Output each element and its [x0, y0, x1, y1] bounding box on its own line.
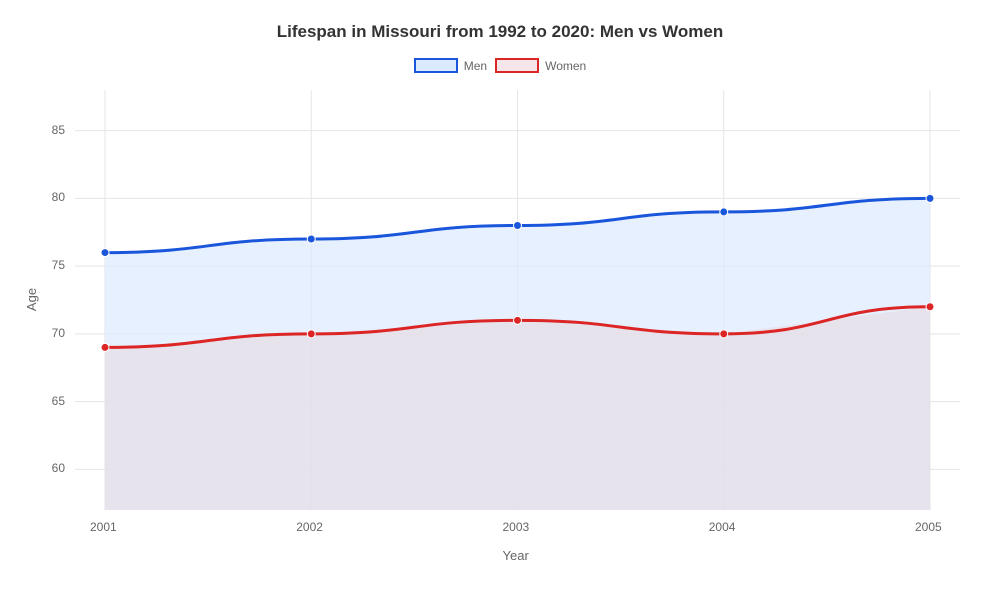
y-tick-label: 60: [52, 461, 65, 475]
x-tick-label: 2001: [90, 520, 117, 534]
legend-item-men: Men: [414, 58, 487, 73]
y-tick-label: 65: [52, 394, 65, 408]
legend-label-women: Women: [545, 59, 586, 73]
plot-svg: [75, 90, 960, 510]
y-tick-label: 70: [52, 326, 65, 340]
chart-title: Lifespan in Missouri from 1992 to 2020: …: [0, 22, 1000, 42]
y-tick-label: 80: [52, 190, 65, 204]
x-tick-label: 2002: [296, 520, 323, 534]
y-tick-label: 75: [52, 258, 65, 272]
x-axis-title: Year: [503, 548, 529, 563]
y-tick-label: 85: [52, 123, 65, 137]
legend-item-women: Women: [495, 58, 586, 73]
legend-label-men: Men: [464, 59, 487, 73]
legend-swatch-women: [495, 58, 539, 73]
y-axis-title: Age: [24, 288, 39, 311]
legend-swatch-men: [414, 58, 458, 73]
x-tick-label: 2004: [709, 520, 736, 534]
x-tick-label: 2005: [915, 520, 942, 534]
chart-container: Lifespan in Missouri from 1992 to 2020: …: [0, 0, 1000, 600]
plot-area: [75, 90, 960, 510]
legend: Men Women: [0, 58, 1000, 73]
x-tick-label: 2003: [503, 520, 530, 534]
